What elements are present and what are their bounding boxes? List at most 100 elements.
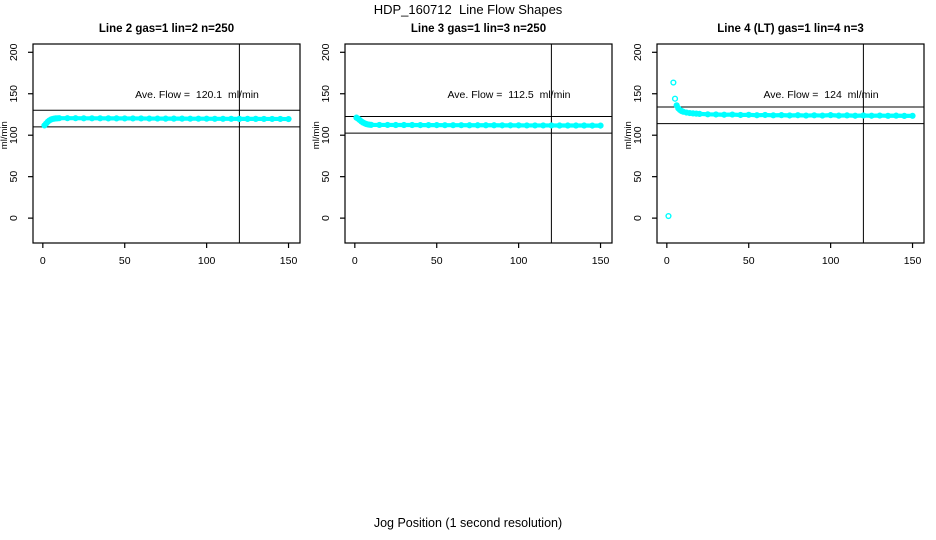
- y-tick-label: 150: [8, 85, 20, 103]
- data-point: [843, 112, 851, 119]
- y-axis-label: ml/min: [624, 121, 634, 149]
- ave-flow-annotation: Ave. Flow = 124 ml/min: [763, 89, 878, 101]
- data-point: [729, 111, 736, 118]
- data-point: [260, 115, 268, 123]
- data-point: [392, 121, 399, 129]
- data-point: [884, 112, 892, 119]
- ave-flow-annotation: Ave. Flow = 112.5 ml/min: [447, 89, 570, 101]
- data-point: [737, 111, 744, 119]
- data-point: [893, 112, 900, 119]
- y-tick-label: 50: [632, 171, 644, 183]
- data-point: [507, 122, 514, 129]
- data-point: [581, 122, 588, 129]
- ave-flow-annotation: Ave. Flow = 120.1 ml/min: [135, 89, 259, 101]
- panel-line3-plot: 0 50 100 150 0 50 100 150 200 ml/min Ave. Flow = 1…: [312, 43, 613, 267]
- data-point: [548, 122, 555, 129]
- y-tick-label: 150: [320, 85, 332, 103]
- data-point: [162, 115, 169, 122]
- data-point: [860, 112, 867, 119]
- panel-line2: Line 2 gas=1 lin=2 n=250 0 50 100 150 0 50 100…: [0, 15, 312, 271]
- panel-line4-title: Line 4 (LT) gas=1 lin=4 n=3: [717, 23, 864, 35]
- data-point: [252, 115, 259, 122]
- data-point: [589, 122, 596, 129]
- y-tick-label: 50: [8, 171, 20, 183]
- data-point: [686, 109, 693, 117]
- data-point: [762, 111, 769, 119]
- x-tick-label: 0: [40, 255, 46, 267]
- data-point: [236, 115, 243, 122]
- data-point: [811, 112, 818, 119]
- data-point: [450, 122, 457, 129]
- data-point: [482, 122, 489, 129]
- data-point: [474, 122, 481, 129]
- data-point: [745, 111, 752, 118]
- data-point: [901, 112, 908, 119]
- panel-line3: Line 3 gas=1 lin=3 n=250 0 50 100 150 0 50 100…: [312, 15, 624, 271]
- data-point: [794, 112, 801, 119]
- data-point: [187, 115, 194, 122]
- data-point: [97, 115, 104, 122]
- x-tick-label: 0: [352, 255, 358, 267]
- y-tick-label: 0: [8, 215, 20, 221]
- main-title: HDP_160712 Line Flow Shapes: [373, 2, 563, 17]
- panel-line4-plot: 0 50 100 150 0 50 100 150 200 ml/min Ave. Flow = 1…: [624, 43, 925, 267]
- data-point: [680, 108, 687, 115]
- shared-x-axis-label: Jog Position (1 second resolution): [373, 516, 563, 530]
- data-point: [458, 122, 465, 129]
- data-point: [219, 115, 227, 122]
- data-point: [384, 121, 391, 129]
- data-point: [909, 112, 916, 119]
- y-tick-label: 100: [632, 126, 644, 144]
- data-point: [56, 115, 63, 122]
- data-point: [203, 115, 210, 122]
- data-point: [441, 122, 449, 129]
- panel-line3-title: Line 3 gas=1 lin=3 n=250: [410, 23, 547, 35]
- data-point: [689, 110, 697, 117]
- data-point: [786, 112, 793, 119]
- panel-line2-plot: 0 50 100 150 0 50 100 150 200 ml/min Ave. Flow = 1…: [0, 43, 301, 267]
- panel-line2-title: Line 2 gas=1 lin=2 n=250: [98, 23, 235, 35]
- data-point: [195, 115, 202, 122]
- data-point: [704, 111, 711, 118]
- data-point: [400, 121, 408, 129]
- y-tick-label: 150: [632, 85, 644, 103]
- y-tick-label: 50: [320, 171, 332, 183]
- data-point: [670, 79, 677, 86]
- x-tick-label: 100: [510, 255, 528, 267]
- data-point: [433, 121, 440, 129]
- data-point: [211, 115, 218, 122]
- y-axis-label: ml/min: [312, 121, 322, 149]
- data-point: [269, 115, 276, 123]
- x-tick-label: 50: [743, 255, 755, 267]
- data-point: [770, 112, 777, 119]
- data-point: [540, 122, 547, 129]
- data-point: [277, 115, 284, 123]
- x-tick-label: 100: [198, 255, 216, 267]
- data-point: [113, 115, 120, 122]
- data-point: [121, 115, 128, 122]
- data-point: [499, 122, 506, 129]
- data-point: [693, 110, 700, 117]
- data-point: [64, 115, 71, 122]
- data-point: [835, 112, 842, 119]
- data-point: [556, 122, 563, 129]
- data-point: [138, 115, 145, 122]
- x-tick-label: 100: [822, 255, 840, 267]
- data-point: [572, 122, 580, 129]
- data-point: [146, 115, 153, 122]
- data-point: [490, 122, 498, 129]
- panel-row: Line 2 gas=1 lin=2 n=250 0 50 100 150 0 50 100…: [0, 15, 936, 271]
- y-tick-label: 200: [8, 43, 20, 61]
- data-point: [827, 112, 834, 119]
- y-axis-label: ml/min: [0, 121, 10, 149]
- y-tick-label: 100: [8, 126, 20, 144]
- x-tick-label: 150: [904, 255, 922, 267]
- data-point: [285, 115, 292, 123]
- data-point: [178, 115, 186, 122]
- data-point: [88, 115, 96, 122]
- data-point: [425, 121, 432, 129]
- data-point: [712, 111, 720, 118]
- data-point: [409, 121, 416, 129]
- data-point: [753, 112, 761, 119]
